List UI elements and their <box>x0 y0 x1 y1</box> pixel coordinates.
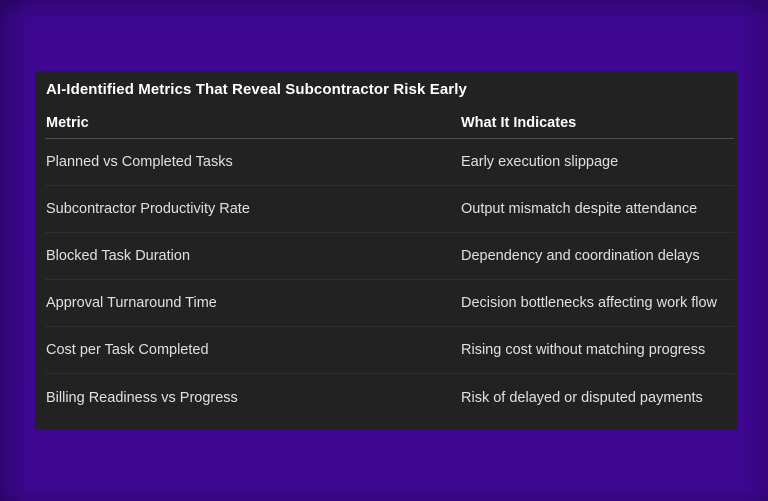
table-grid: Metric What It Indicates Planned vs Comp… <box>45 108 734 421</box>
table-row: Subcontractor Productivity Rate Output m… <box>45 186 734 233</box>
table-header-row: Metric What It Indicates <box>45 108 734 139</box>
indicator-cell: Dependency and coordination delays <box>461 248 700 264</box>
metric-cell: Planned vs Completed Tasks <box>46 154 233 170</box>
table-row: Cost per Task Completed Rising cost with… <box>45 327 734 374</box>
risk-metrics-table: AI-Identified Metrics That Reveal Subcon… <box>35 71 737 430</box>
metric-cell: Billing Readiness vs Progress <box>46 389 238 406</box>
column-header-metric: Metric <box>46 115 89 131</box>
table-row: Blocked Task Duration Dependency and coo… <box>45 233 734 280</box>
indicator-cell: Early execution slippage <box>461 154 619 170</box>
table-row: Planned vs Completed Tasks Early executi… <box>45 139 734 186</box>
metric-cell: Approval Turnaround Time <box>46 295 217 311</box>
indicator-cell: Decision bottlenecks affecting work flow <box>461 295 718 311</box>
metric-cell: Cost per Task Completed <box>46 342 209 358</box>
metric-cell: Subcontractor Productivity Rate <box>46 201 250 217</box>
metric-cell: Blocked Task Duration <box>46 248 191 264</box>
table-title-row: AI-Identified Metrics That Reveal Subcon… <box>35 71 737 108</box>
indicator-cell: Output mismatch despite attendance <box>461 201 698 217</box>
indicator-cell: Rising cost without matching progress <box>461 342 706 358</box>
table-row: Approval Turnaround Time Decision bottle… <box>45 280 734 327</box>
table-row: Billing Readiness vs Progress Risk of de… <box>45 374 734 421</box>
column-header-indicates: What It Indicates <box>461 115 577 131</box>
indicator-cell: Risk of delayed or disputed payments <box>461 389 703 406</box>
table-title: AI-Identified Metrics That Reveal Subcon… <box>46 81 467 98</box>
